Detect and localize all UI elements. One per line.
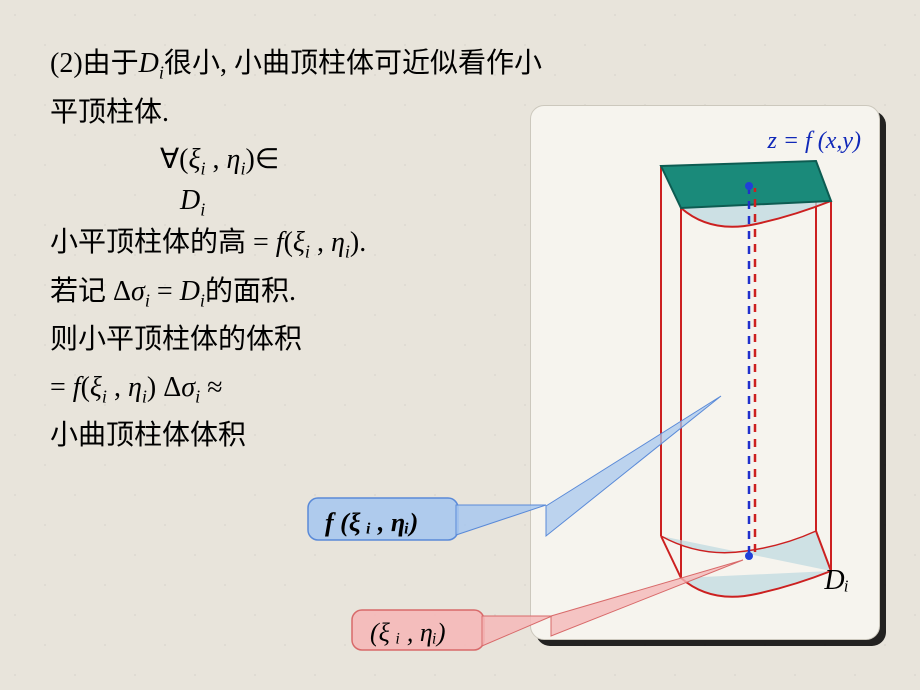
cm1: , <box>206 144 227 175</box>
figure-panel: z = f (x,y) Dᵢ <box>530 105 880 640</box>
t3a: ∀( <box>160 144 188 175</box>
lp2: ( <box>81 372 90 403</box>
line-8: = f(ξi , ηi) Δσi ≈ <box>50 364 550 413</box>
xi1: ξ <box>188 144 200 175</box>
callout-red-text: (ξ ᵢ , ηᵢ) <box>370 618 446 648</box>
t6a: 若记 Δ <box>50 276 131 307</box>
t5a: 小平顶柱体的高 = <box>50 227 276 258</box>
xi2: ξ <box>293 227 305 258</box>
slide: (2)由于Di很小, 小曲顶柱体可近似看作小 平顶柱体. ∀(ξi , ηi)∈… <box>0 0 920 690</box>
eta2: η <box>331 227 345 258</box>
line-2: 平顶柱体. <box>50 89 550 137</box>
line-4: Di <box>50 177 550 226</box>
t3b: )∈ <box>246 144 280 175</box>
f2: f <box>73 372 81 403</box>
xi3: ξ <box>90 372 102 403</box>
eta1: η <box>227 144 241 175</box>
Di1: D <box>139 48 159 79</box>
line-6: 若记 Δσi = Di的面积. <box>50 268 550 317</box>
line-7: 则小平顶柱体的体积 <box>50 316 550 364</box>
prism-figure <box>531 106 881 641</box>
cm3: , <box>107 372 128 403</box>
di-label: Dᵢ <box>824 565 849 597</box>
line-9: 小曲顶柱体体积 <box>50 412 550 460</box>
Di2: D <box>180 185 200 216</box>
Di3: D <box>180 276 200 307</box>
cm2: , <box>310 227 331 258</box>
t1b: 很小, 小曲顶柱体可近似看作小 <box>164 48 542 79</box>
callout-blue-text: f (ξ ᵢ , ηᵢ) <box>325 508 418 538</box>
sig1: σ <box>131 276 145 307</box>
eta3: η <box>128 372 142 403</box>
text-body: (2)由于Di很小, 小曲顶柱体可近似看作小 平顶柱体. ∀(ξi , ηi)∈… <box>50 40 550 460</box>
rp1: ). <box>350 227 366 258</box>
line-1: (2)由于Di很小, 小曲顶柱体可近似看作小 <box>50 40 550 89</box>
f1: f <box>276 227 284 258</box>
lp1: ( <box>284 227 293 258</box>
Di2i: i <box>200 199 205 219</box>
t6b: 的面积. <box>205 276 296 307</box>
line-5: 小平顶柱体的高 = f(ξi , ηi). <box>50 219 550 268</box>
apx: ≈ <box>200 372 222 403</box>
sig2: σ <box>181 372 195 403</box>
surface-label: z = f (x,y) <box>768 128 862 155</box>
t1a: (2)由于 <box>50 48 139 79</box>
rp2: ) Δ <box>147 372 181 403</box>
t8a: = <box>50 372 73 403</box>
eq1: = <box>150 276 180 307</box>
